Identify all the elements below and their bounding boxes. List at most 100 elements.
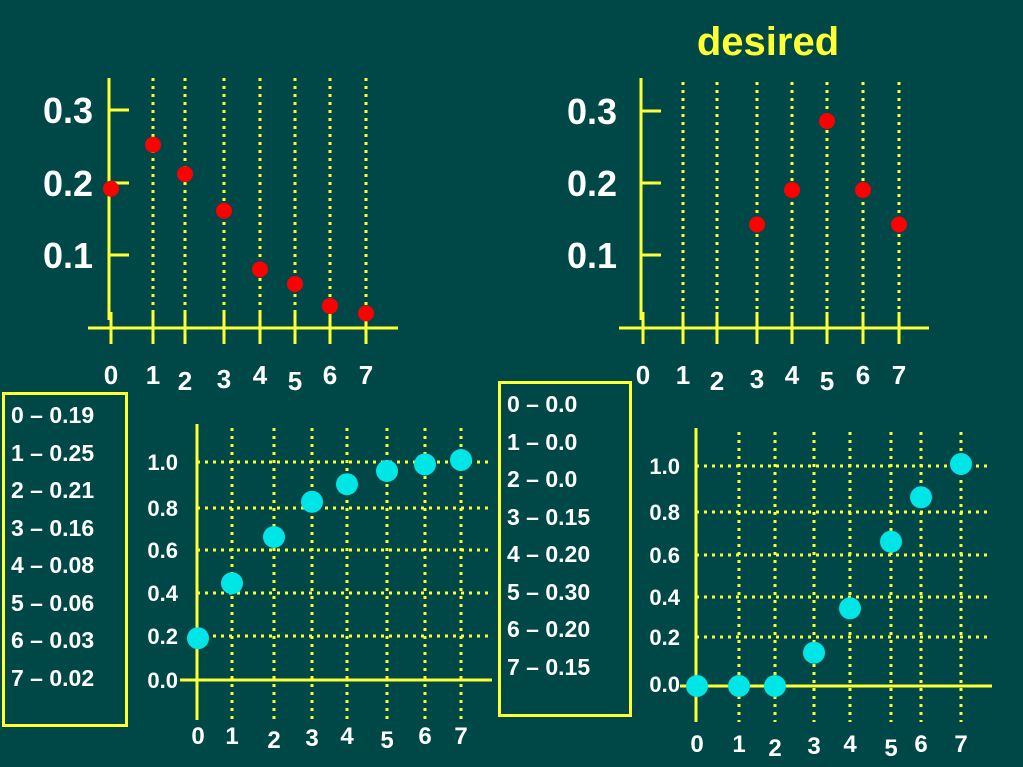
y-tick-label: 1.0: [147, 450, 178, 475]
y-tick-label: 0.6: [147, 538, 178, 563]
data-point: [819, 113, 835, 129]
desired-title: desired: [697, 20, 839, 64]
table-line: 4 – 0.08: [11, 552, 95, 578]
x-tick-label: 6: [856, 360, 870, 390]
x-tick-label: 7: [954, 731, 967, 758]
data-point: [376, 460, 398, 482]
x-tick-label: 5: [288, 366, 302, 396]
data-point: [322, 298, 338, 315]
chart-3: [680, 428, 992, 722]
data-point: [880, 530, 902, 553]
table-line: 4 – 0.20: [507, 541, 591, 567]
data-point: [891, 216, 907, 233]
x-tick-label: 6: [418, 723, 431, 750]
x-tick-label: 4: [253, 360, 268, 390]
desired-probability-table: 0 – 0.0 1 – 0.0 2 – 0.0 3 – 0.15 4 – 0.20 5 –…: [498, 381, 632, 717]
x-tick-label: 3: [807, 733, 820, 760]
x-tick-label: 0: [191, 723, 204, 750]
x-tick-label: 2: [710, 366, 724, 396]
y-tick-label: 0.2: [649, 625, 680, 650]
table-line: 2 – 0.0: [507, 466, 578, 492]
x-tick-label: 3: [750, 364, 764, 394]
table-line: 5 – 0.30: [507, 578, 591, 605]
x-tick-label: 4: [340, 723, 354, 750]
x-tick-label: 4: [785, 360, 800, 390]
x-tick-label: 1: [225, 723, 238, 750]
data-point: [803, 641, 825, 664]
y-tick-label: 1.0: [649, 454, 680, 479]
x-tick-label: 1: [732, 731, 745, 758]
table-line: 0 – 0.0: [507, 391, 578, 417]
x-tick-label: 5: [884, 735, 897, 762]
x-tick-label: 6: [323, 360, 337, 390]
y-tick-label: 0.8: [649, 500, 680, 525]
x-tick-label: 5: [820, 366, 834, 396]
table-line: 3 – 0.16: [11, 514, 95, 541]
x-tick-label: 2: [768, 735, 781, 762]
x-tick-label: 7: [359, 360, 373, 390]
data-point: [910, 486, 932, 509]
x-tick-label: 6: [914, 731, 927, 758]
data-point: [336, 473, 358, 496]
data-point: [855, 182, 871, 198]
y-tick-label: 0.1: [567, 235, 617, 276]
data-point: [764, 675, 786, 697]
data-point: [145, 136, 161, 153]
x-tick-label: 3: [217, 364, 231, 394]
table-line: 6 – 0.20: [507, 616, 591, 642]
data-point: [839, 597, 861, 620]
table-line: 5 – 0.06: [11, 589, 95, 616]
table-line: 7 – 0.02: [11, 664, 95, 691]
x-tick-label: 0: [690, 731, 703, 758]
y-tick-label: 0.8: [147, 496, 178, 521]
original-probability-table: 0 – 0.19 1 – 0.25 2 – 0.21 3 – 0.16 4 – 0.08…: [2, 392, 128, 727]
y-tick-label: 0.4: [147, 581, 178, 606]
y-tick-label: 0.2: [147, 624, 178, 649]
table-line: 1 – 0.0: [507, 428, 578, 455]
table-line: 3 – 0.15: [507, 503, 591, 530]
y-tick-label: 0.4: [649, 585, 680, 610]
x-tick-label: 2: [178, 366, 192, 396]
data-point: [287, 276, 303, 293]
data-point: [187, 627, 209, 650]
table-line: 6 – 0.03: [11, 627, 95, 653]
data-point: [103, 180, 119, 197]
x-tick-label: 2: [267, 727, 280, 754]
x-tick-label: 3: [305, 725, 318, 752]
data-point: [177, 166, 193, 183]
y-tick-label: 0.2: [567, 163, 617, 204]
x-tick-label: 0: [104, 360, 118, 390]
x-tick-label: 1: [146, 360, 160, 390]
data-point: [216, 202, 232, 219]
x-tick-label: 0: [636, 360, 650, 390]
data-point: [252, 261, 268, 278]
y-tick-label: 0.1: [43, 235, 93, 276]
x-tick-label: 5: [380, 727, 393, 754]
x-tick-label: 1: [676, 360, 690, 390]
table-line: 7 – 0.15: [507, 653, 591, 680]
data-point: [728, 675, 750, 697]
data-point: [749, 216, 765, 233]
data-point: [358, 305, 374, 322]
y-tick-label: 0.0: [649, 672, 680, 697]
data-point: [221, 572, 243, 595]
x-tick-label: 4: [843, 731, 857, 758]
data-point: [784, 182, 800, 198]
data-point: [263, 526, 285, 548]
x-tick-label: 7: [454, 723, 467, 750]
y-tick-label: 0.0: [147, 668, 178, 693]
y-tick-label: 0.3: [567, 91, 617, 132]
table-line: 1 – 0.25: [11, 439, 95, 466]
data-point: [686, 675, 708, 697]
data-point: [950, 453, 972, 475]
data-point: [414, 453, 436, 476]
data-point: [450, 449, 472, 471]
chart-1: [619, 78, 929, 344]
chart-2: [180, 424, 492, 720]
data-point: [301, 490, 323, 513]
y-tick-label: 0.6: [649, 543, 680, 568]
x-tick-label: 7: [892, 360, 906, 390]
chart-0: [88, 78, 398, 344]
table-line: 0 – 0.19: [11, 402, 95, 428]
